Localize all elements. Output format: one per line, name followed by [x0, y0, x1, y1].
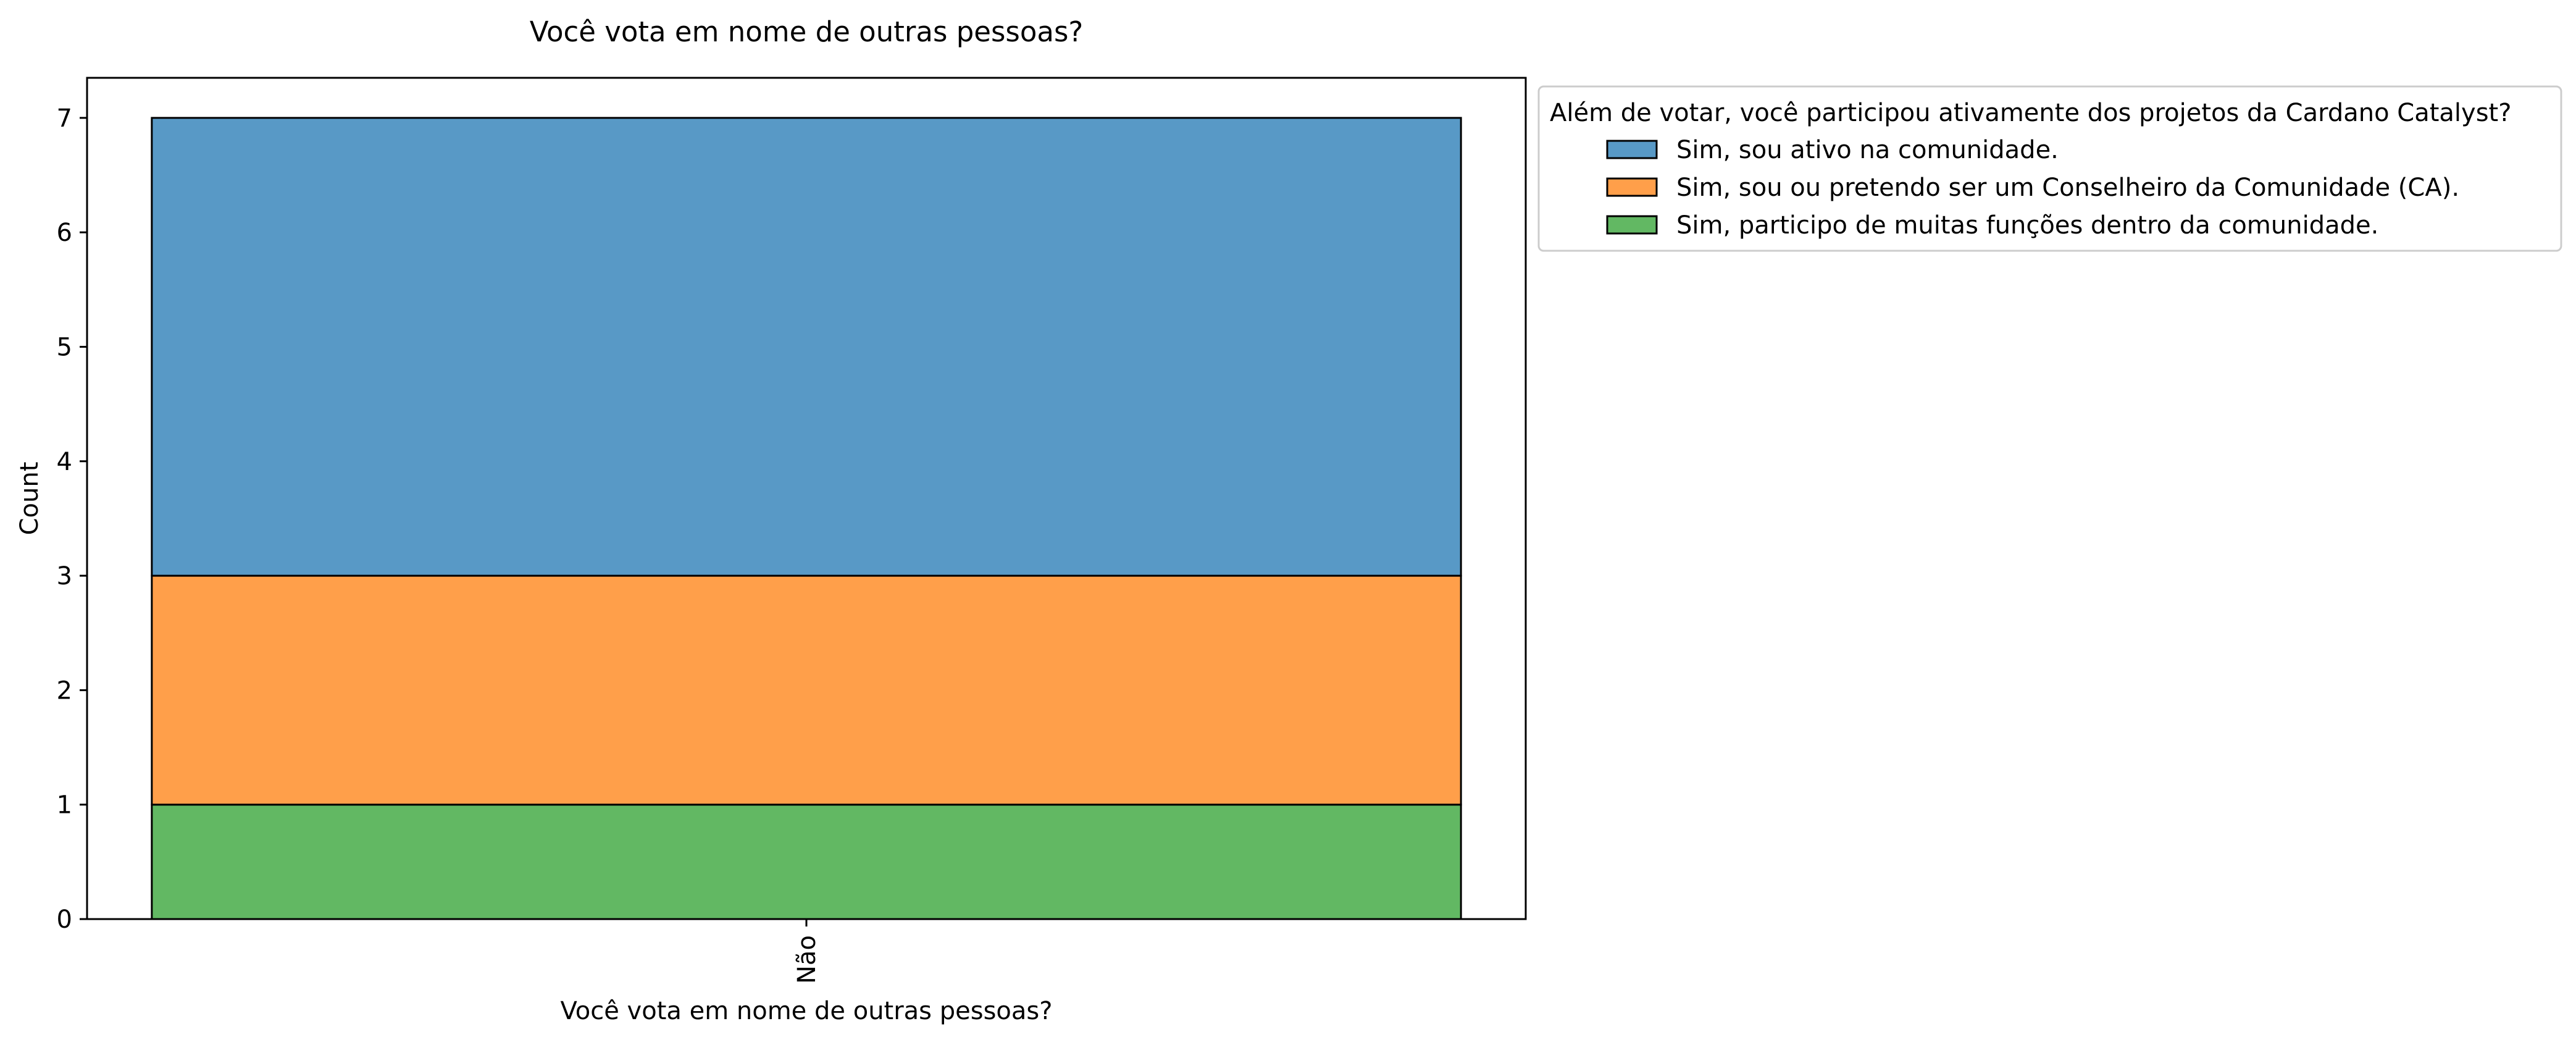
y-tick-label: 1	[57, 791, 72, 820]
legend-swatch	[1606, 215, 1658, 235]
y-tick-label: 5	[57, 333, 72, 361]
legend-swatch	[1606, 140, 1658, 159]
legend-swatch	[1606, 177, 1658, 197]
y-axis-label: Count	[15, 462, 44, 536]
y-tick-label: 2	[57, 676, 72, 705]
bar-segment	[151, 117, 1462, 577]
chart-title: Você vota em nome de outras pessoas?	[530, 15, 1084, 48]
y-tick-label: 3	[57, 562, 72, 590]
legend-frame	[1537, 85, 2562, 252]
y-tick-label: 6	[57, 219, 72, 247]
legend-label: Sim, sou ou pretendo ser um Conselheiro …	[1676, 174, 2459, 202]
legend-label: Sim, participo de muitas funções dentro …	[1676, 211, 2378, 240]
y-tick-label: 0	[57, 905, 72, 934]
y-axis: 0 1 2 3 4 5 6 7	[57, 104, 87, 934]
x-tick-label: Não	[793, 935, 821, 984]
legend-title: Além de votar, você participou ativament…	[1550, 99, 2511, 127]
legend: Além de votar, você participou ativament…	[1537, 85, 2562, 252]
x-axis: Não	[793, 919, 821, 984]
x-axis-label: Você vota em nome de outras pessoas?	[561, 997, 1053, 1025]
bar-segment	[151, 804, 1462, 920]
bar-segment	[151, 574, 1462, 806]
y-tick-label: 4	[57, 448, 72, 476]
y-tick-label: 7	[57, 104, 72, 133]
plot-area	[151, 117, 1462, 920]
legend-label: Sim, sou ativo na comunidade.	[1676, 136, 2059, 164]
